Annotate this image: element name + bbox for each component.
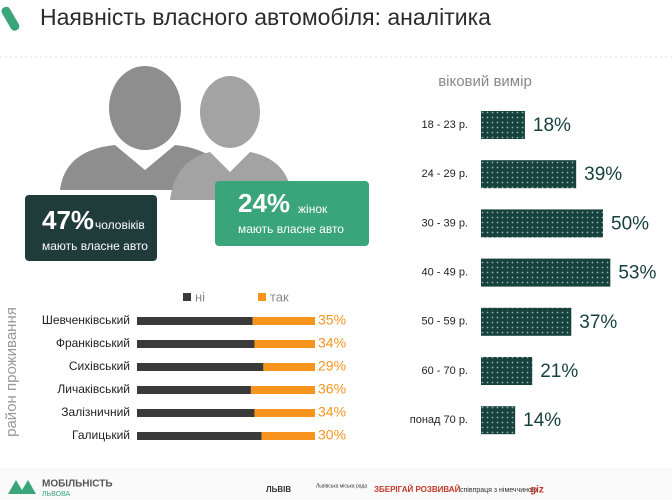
bar-segment	[254, 409, 315, 417]
category-label: Залізничний	[61, 405, 130, 419]
footer-brand-sub: ЛЬВОВА	[42, 491, 71, 498]
value-label: 14%	[523, 410, 561, 431]
value-label: 39%	[584, 164, 622, 185]
bar	[481, 357, 533, 385]
bar-segment	[254, 340, 315, 348]
bar-segment	[137, 386, 251, 394]
category-label: Сихівський	[69, 359, 130, 373]
bar-segment	[261, 432, 315, 440]
value-label: 53%	[618, 263, 656, 284]
value-label: 35%	[318, 312, 346, 328]
legend-label: ні	[195, 289, 205, 304]
bar	[481, 406, 516, 435]
bar-segment	[137, 317, 253, 325]
women-callout	[215, 181, 369, 246]
value-label: 21%	[540, 361, 578, 382]
category-label: 60 - 70 р.	[422, 365, 468, 377]
bar	[481, 258, 611, 287]
category-label: 30 - 39 р.	[422, 217, 468, 229]
bar	[481, 160, 577, 189]
bar-segment	[252, 317, 315, 325]
value-label: 30%	[318, 427, 346, 443]
bar	[481, 209, 603, 238]
men-who: чоловіків	[95, 218, 145, 232]
men-value: 47%	[42, 205, 94, 235]
value-label: 36%	[318, 381, 346, 397]
value-label: 37%	[579, 312, 617, 333]
footer-logo	[8, 480, 36, 494]
category-label: Франківський	[56, 336, 130, 350]
logo-mark	[1, 6, 20, 31]
women-value: 24%	[238, 188, 290, 218]
bar-segment	[137, 409, 255, 417]
bar-segment	[137, 432, 262, 440]
category-label: 24 - 29 р.	[422, 168, 468, 180]
men-text: мають власне авто	[42, 239, 148, 253]
partner: giz	[530, 485, 544, 496]
category-label: 40 - 49 р.	[422, 267, 468, 279]
value-label: 29%	[318, 358, 346, 374]
category-label: 18 - 23 р.	[422, 119, 468, 131]
footer-band	[0, 468, 672, 500]
women-who: жінок	[298, 202, 328, 216]
women-text: мають власне авто	[238, 222, 344, 236]
y-axis-label: район проживання	[3, 307, 20, 437]
bar-segment	[137, 363, 264, 371]
legend-swatch	[183, 293, 191, 301]
footer-brand: МОБІЛЬНІСТЬ	[42, 479, 113, 490]
category-label: Галицький	[72, 428, 130, 442]
value-label: 34%	[318, 335, 346, 351]
category-label: понад 70 р.	[410, 414, 468, 426]
partner: ЛЬВІВ	[266, 485, 291, 494]
legend-swatch	[258, 293, 266, 301]
legend-label: так	[270, 289, 289, 304]
value-label: 50%	[611, 213, 649, 234]
bar-segment	[263, 363, 315, 371]
bar	[481, 307, 572, 336]
value-label: 34%	[318, 404, 346, 420]
category-label: Шевченківський	[42, 313, 130, 327]
partner: співпраця з німеччиною	[460, 486, 537, 494]
bar-segment	[137, 340, 255, 348]
value-label: 18%	[533, 115, 571, 136]
category-label: 50 - 59 р.	[422, 316, 468, 328]
men-callout	[25, 195, 157, 261]
partner: ЗБЕРІГАЙ РОЗВИВАЙ	[374, 485, 461, 494]
chart-title: віковий вимір	[438, 73, 532, 90]
page-title: Наявність власного автомобіля: аналітика	[40, 4, 491, 30]
partner: Львівська міська рада	[316, 483, 367, 489]
bar	[481, 111, 525, 139]
bar-segment	[250, 386, 315, 394]
category-label: Личаківський	[57, 382, 130, 396]
